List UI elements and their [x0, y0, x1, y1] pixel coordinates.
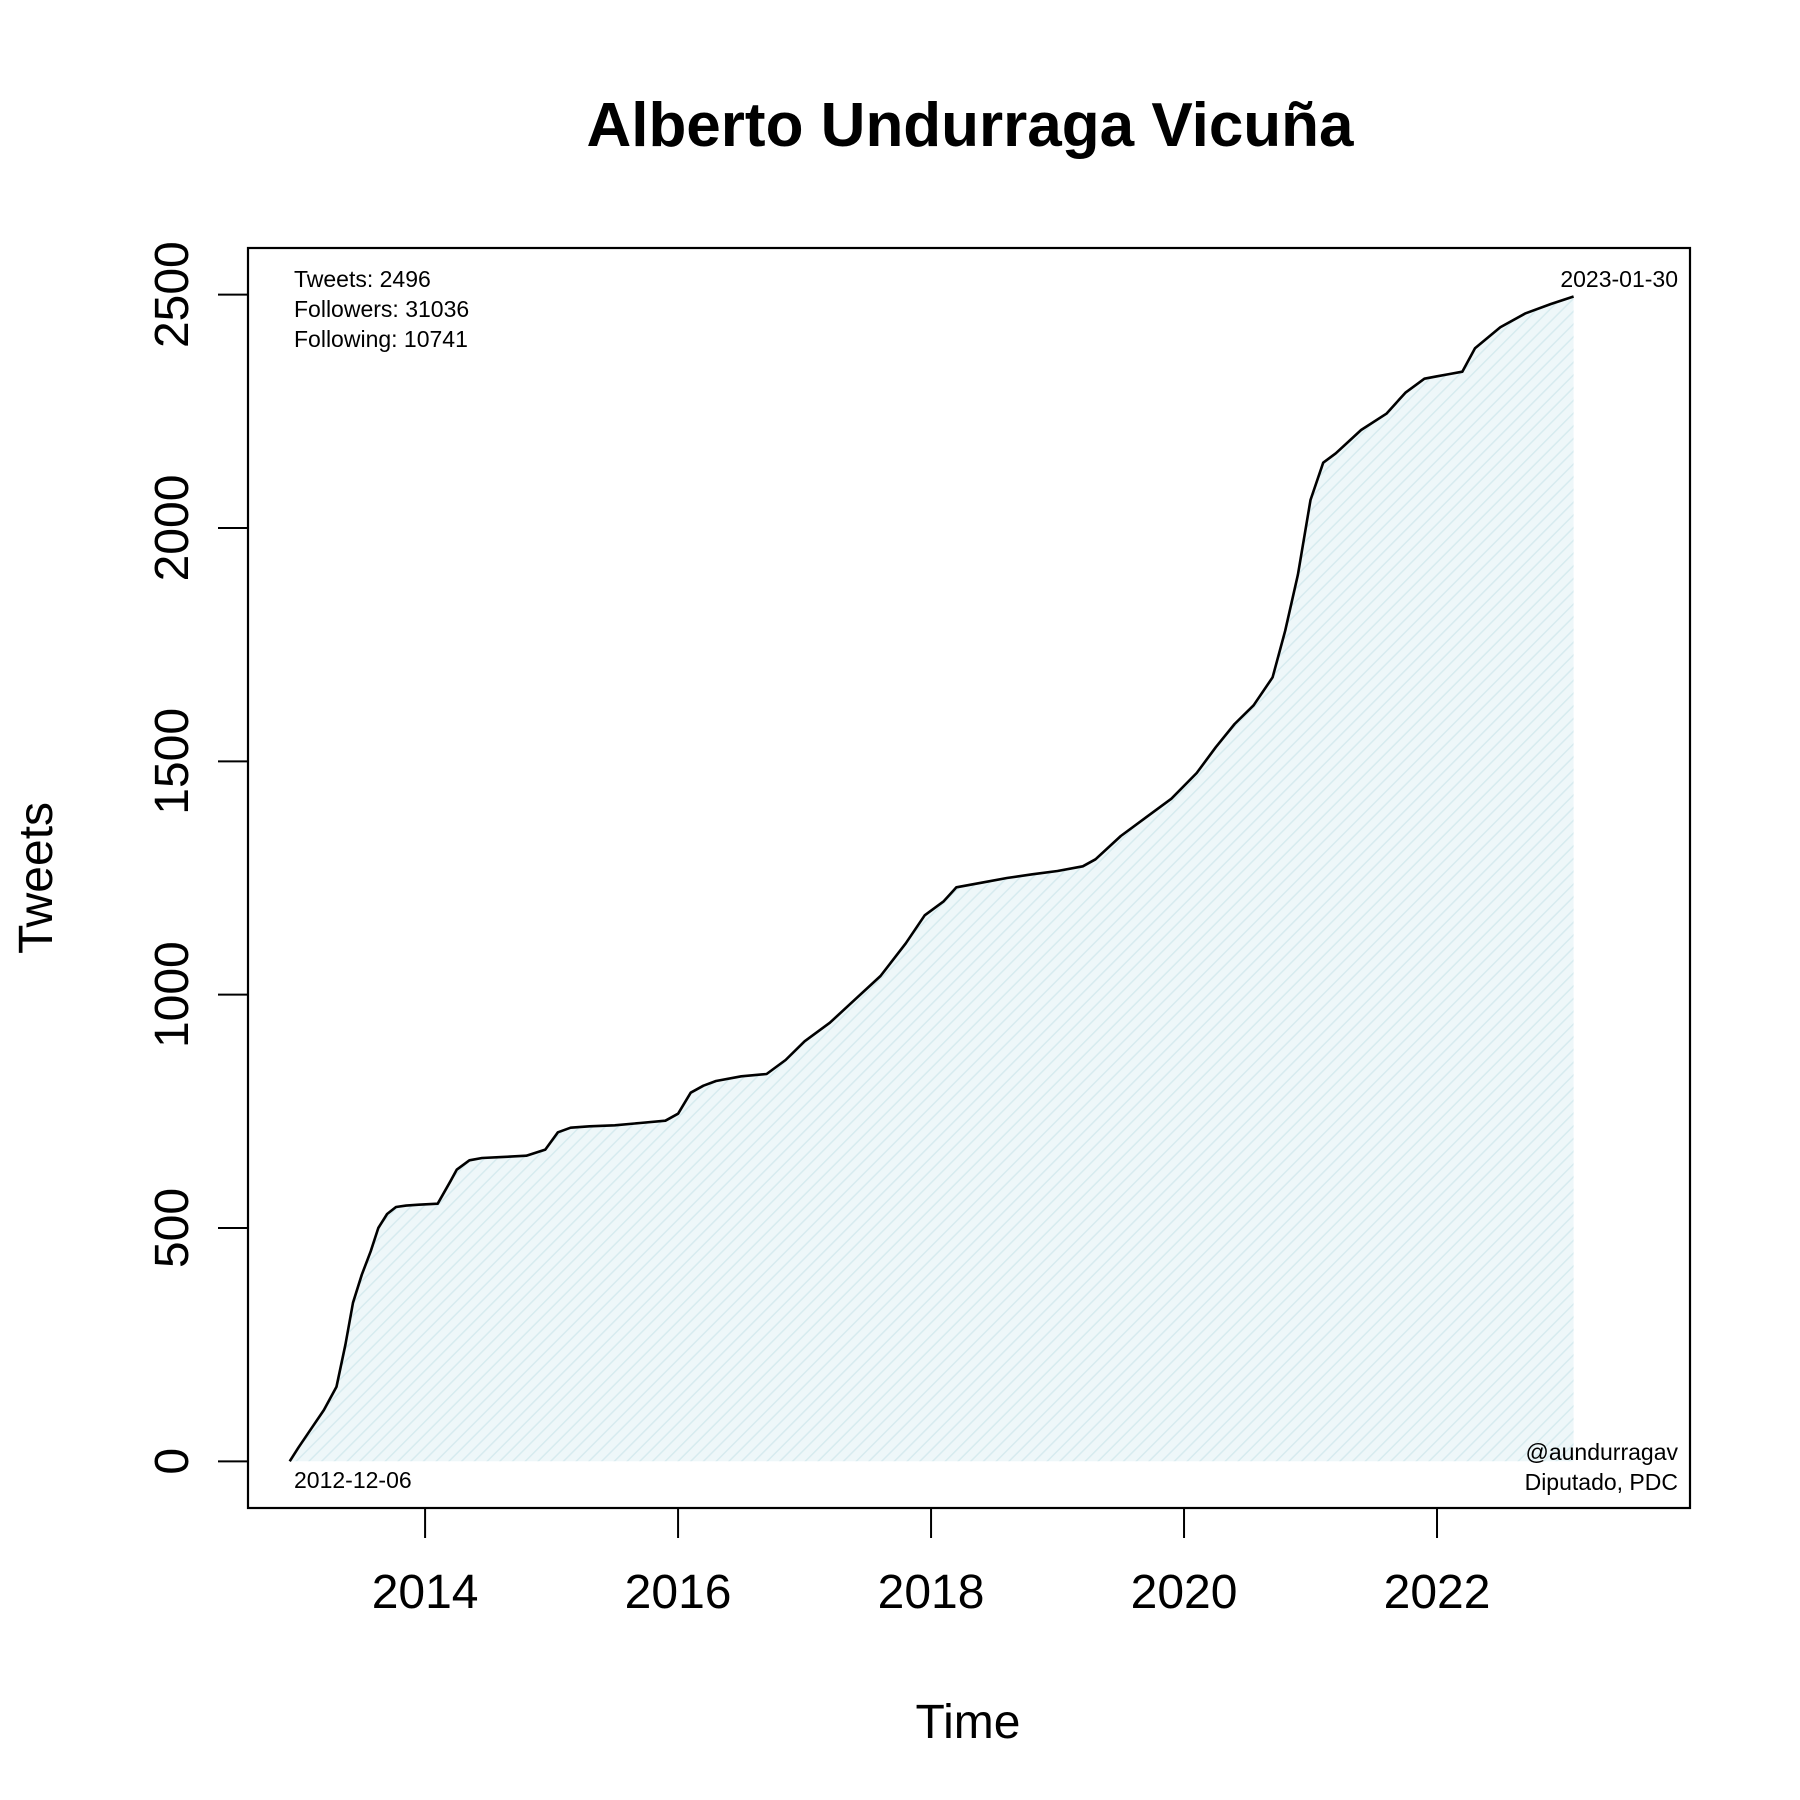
stat-tweets: Tweets: 2496: [294, 266, 431, 292]
y-tick-label: 1500: [146, 708, 199, 815]
y-tick-label: 1000: [146, 941, 199, 1048]
y-tick-label: 500: [146, 1188, 199, 1268]
start-date-label: 2012-12-06: [294, 1467, 412, 1493]
y-axis-label: Tweets: [10, 802, 63, 954]
y-tick-label: 2500: [146, 241, 199, 348]
chart-title: Alberto Undurraga Vicuña: [586, 91, 1354, 160]
x-axis-label: Time: [916, 1696, 1021, 1749]
x-tick-label: 2018: [878, 1566, 985, 1619]
end-date-label: 2023-01-30: [1560, 266, 1678, 292]
stat-followers: Followers: 31036: [294, 296, 469, 322]
x-tick-label: 2020: [1131, 1566, 1238, 1619]
area-fill: [289, 296, 1574, 1462]
x-axis: 2014 2016 2018 2020 2022: [372, 1507, 1491, 1619]
tweet-count-line: [288, 295, 1575, 1462]
y-axis: 0 500 1000 1500 2000 2500: [146, 241, 249, 1475]
y-tick-label: 0: [146, 1448, 199, 1475]
x-tick-label: 2014: [372, 1566, 479, 1619]
handle-label: @aundurragav: [1526, 1439, 1679, 1465]
x-tick-label: 2016: [625, 1566, 732, 1619]
stat-following: Following: 10741: [294, 326, 468, 352]
area-layer: [288, 295, 1575, 1462]
stats-block: Tweets: 2496 Followers: 31036 Following:…: [294, 266, 469, 352]
x-tick-label: 2022: [1384, 1566, 1491, 1619]
description-label: Diputado, PDC: [1525, 1469, 1678, 1495]
y-tick-label: 2000: [146, 475, 199, 582]
